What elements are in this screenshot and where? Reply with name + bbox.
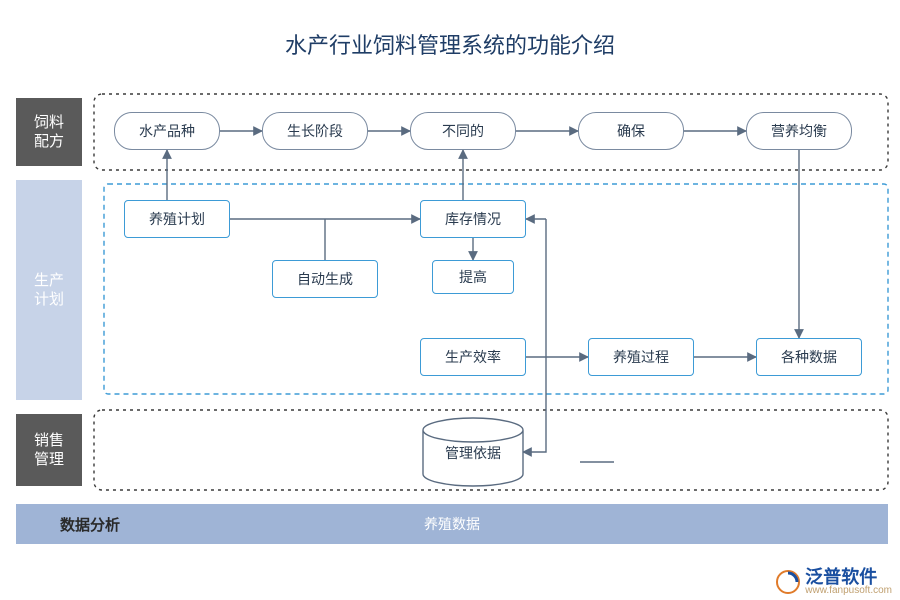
watermark: 泛普软件 www.fanpusoft.com	[775, 568, 892, 596]
node-n-eff: 生产效率	[420, 338, 526, 376]
node-n-proc: 养殖过程	[588, 338, 694, 376]
footer-label: 数据分析	[60, 514, 120, 535]
side-label-feed-formula: 饲料 配方	[16, 98, 82, 166]
node-n-nutri: 营养均衡	[746, 112, 852, 150]
node-n-data: 各种数据	[756, 338, 862, 376]
side-label-sales-mgmt: 销售 管理	[16, 414, 82, 486]
node-n-plan: 养殖计划	[124, 200, 230, 238]
footer-bar: 数据分析 养殖数据	[16, 504, 888, 544]
watermark-brand: 泛普软件	[805, 568, 892, 586]
node-n-species: 水产品种	[114, 112, 220, 150]
node-n-diff: 不同的	[410, 112, 516, 150]
connector	[523, 219, 546, 452]
side-label-prod-plan: 生产 计划	[16, 180, 82, 400]
cylinder-label: 管理依据	[445, 445, 501, 461]
node-n-ensure: 确保	[578, 112, 684, 150]
footer-center: 养殖数据	[16, 514, 888, 534]
watermark-icon	[775, 569, 801, 595]
node-n-stage: 生长阶段	[262, 112, 368, 150]
node-n-auto: 自动生成	[272, 260, 378, 298]
node-n-improve: 提高	[432, 260, 514, 294]
watermark-url: www.fanpusoft.com	[805, 586, 892, 596]
node-n-stock: 库存情况	[420, 200, 526, 238]
